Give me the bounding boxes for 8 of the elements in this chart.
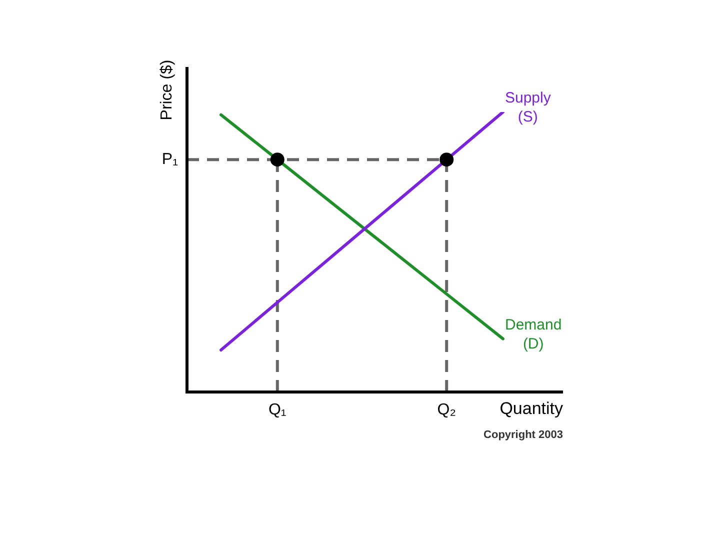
x-tick-label: Q₂ (437, 401, 456, 418)
ref-line-label: P₁ (162, 151, 178, 168)
text: Copyright 2003 (484, 429, 563, 442)
y-axis-title: Price ($) (158, 60, 176, 120)
series-label: Supply (S) (504, 90, 552, 126)
x-tick-label: Q₁ (268, 401, 286, 418)
series-label: Demand (D) (504, 316, 562, 352)
x-axis-title: Quantity (500, 399, 564, 418)
